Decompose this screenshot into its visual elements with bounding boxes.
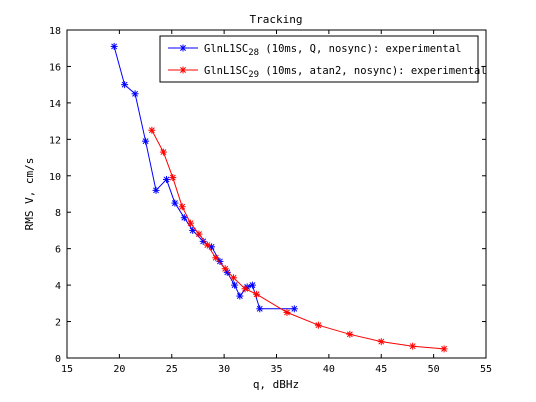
- x-tick-label: 40: [323, 364, 335, 375]
- data-point: [241, 285, 249, 293]
- legend-marker: [179, 66, 187, 74]
- legend-box: [159, 35, 479, 83]
- data-point: [230, 274, 238, 282]
- y-tick-label: 12: [49, 135, 61, 146]
- data-point: [142, 137, 150, 145]
- data-point: [169, 174, 177, 182]
- data-point: [178, 203, 186, 211]
- y-tick-label: 16: [49, 62, 61, 73]
- data-point: [171, 199, 179, 207]
- plot-area: [67, 30, 486, 358]
- data-point: [159, 148, 167, 156]
- data-point: [152, 186, 160, 194]
- x-tick-label: 30: [218, 364, 230, 375]
- data-point: [346, 330, 354, 338]
- series-line-2: [151, 129, 445, 350]
- data-point: [180, 214, 188, 222]
- data-point: [231, 281, 239, 289]
- y-tick-label: 6: [55, 245, 61, 256]
- axis-ticks: 15 20 25 30 35 40 45 50 55 0 2 4 6 8 10 12 14 16 18: [49, 26, 492, 375]
- data-point: [131, 90, 139, 98]
- y-tick-label: 2: [55, 318, 61, 329]
- data-point: [148, 126, 156, 134]
- legend: GlnL1SC28 (10ms, Q, nosync): experimenta…: [159, 35, 487, 83]
- data-point: [187, 219, 195, 227]
- data-point: [212, 254, 220, 262]
- y-tick-label: 14: [49, 99, 61, 110]
- x-tick-label: 45: [375, 364, 387, 375]
- data-point: [290, 305, 298, 313]
- data-point: [121, 81, 129, 89]
- legend-entry-label: GlnL1SC28 (10ms, Q, nosync): experimenta…: [204, 43, 461, 58]
- legend-entry-label: GlnL1SC29 (10ms, atan2, nosync): experim…: [204, 65, 487, 80]
- data-point: [377, 338, 385, 346]
- y-tick-label: 10: [49, 172, 61, 183]
- data-point: [110, 42, 118, 50]
- legend-marker: [179, 44, 187, 52]
- data-point: [189, 226, 197, 234]
- data-point: [203, 241, 211, 249]
- y-tick-label: 18: [49, 26, 61, 37]
- data-point: [163, 175, 171, 183]
- x-tick-label: 15: [61, 364, 73, 375]
- data-point: [236, 292, 244, 300]
- data-point: [409, 342, 417, 350]
- x-tick-label: 25: [166, 364, 178, 375]
- y-tick-label: 4: [55, 281, 61, 292]
- data-point: [248, 281, 256, 289]
- x-tick-label: 20: [113, 364, 125, 375]
- x-tick-label: 55: [480, 364, 492, 375]
- data-point: [195, 230, 203, 238]
- y-tick-label: 0: [55, 354, 61, 365]
- x-axis-label: q, dBHz: [253, 378, 299, 391]
- data-point: [221, 265, 229, 273]
- data-point: [253, 290, 261, 298]
- x-tick-label: 35: [270, 364, 282, 375]
- data-series: [110, 42, 448, 353]
- data-point: [283, 308, 291, 316]
- chart-title: Tracking: [250, 13, 303, 26]
- data-point: [440, 345, 448, 353]
- x-tick-label: 50: [428, 364, 440, 375]
- data-point: [256, 305, 264, 313]
- data-point: [314, 321, 322, 329]
- y-axis-label: RMS V, cm/s: [23, 158, 36, 231]
- axes-frame: [66, 29, 487, 359]
- y-tick-label: 8: [55, 208, 61, 219]
